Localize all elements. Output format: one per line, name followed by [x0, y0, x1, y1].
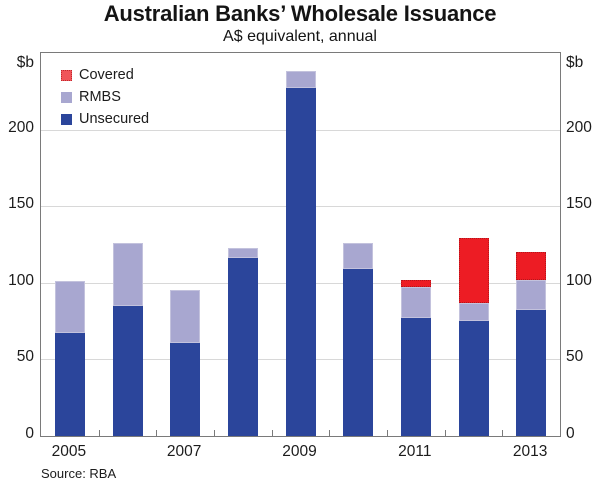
bar-segment-rmbs — [227, 247, 258, 259]
bar-segment-unsecured — [54, 333, 85, 436]
x-axis-tick — [502, 430, 504, 436]
bar-segment-unsecured — [400, 318, 431, 436]
bar-segment-rmbs — [170, 290, 201, 343]
y-axis-unit-right: $b — [566, 54, 584, 71]
bar-segment-rmbs — [516, 279, 547, 311]
bar-segment-rmbs — [112, 242, 143, 306]
y-axis-unit-left: $b — [16, 54, 34, 71]
y-tick-label-right: 150 — [566, 195, 592, 213]
y-tick-label-right: 200 — [566, 118, 592, 136]
y-tick-label-left: 200 — [8, 118, 34, 136]
plot-area: Covered RMBS Unsecured — [40, 52, 561, 437]
y-tick-label-right: 50 — [566, 348, 584, 366]
y-tick-label-left: 150 — [8, 195, 34, 213]
legend-item-rmbs: RMBS — [61, 86, 149, 108]
legend-label-rmbs: RMBS — [79, 89, 121, 105]
bar-segment-unsecured — [285, 88, 316, 436]
chart-subtitle: A$ equivalent, annual — [223, 28, 377, 45]
legend: Covered RMBS Unsecured — [61, 64, 149, 130]
x-tick-label: 2011 — [398, 443, 432, 460]
bar-segment-rmbs — [285, 71, 316, 89]
x-axis-tick — [214, 430, 215, 436]
x-axis-tick — [387, 430, 388, 436]
y-tick-label-right: 0 — [566, 425, 575, 442]
bar-segment-covered — [458, 238, 489, 303]
bar-segment-covered — [516, 252, 547, 280]
legend-swatch-covered — [61, 69, 72, 81]
bar-segment-unsecured — [170, 342, 201, 436]
legend-item-unsecured: Unsecured — [61, 108, 149, 130]
x-axis-tick — [271, 430, 273, 436]
y-tick-label-right: 100 — [566, 271, 592, 289]
x-tick-label: 2007 — [166, 443, 202, 460]
bar-segment-rmbs — [400, 287, 431, 319]
y-tick-label-left: 50 — [16, 348, 34, 366]
bar-segment-rmbs — [458, 302, 489, 322]
legend-label-covered: Covered — [79, 67, 134, 83]
x-tick-label: 2005 — [51, 443, 87, 460]
legend-label-unsecured: Unsecured — [79, 111, 150, 127]
bar-segment-unsecured — [458, 321, 489, 436]
bar-segment-rmbs — [54, 281, 85, 334]
x-axis-tick — [329, 430, 331, 436]
bar-segment-rmbs — [343, 242, 374, 270]
bar-segment-unsecured — [343, 269, 374, 436]
bar-segment-unsecured — [112, 305, 143, 436]
x-tick-label: 2009 — [282, 443, 317, 460]
y-tick-label-left: 0 — [25, 425, 34, 442]
x-axis-tick — [444, 430, 446, 436]
legend-swatch-unsecured — [61, 113, 72, 125]
x-axis-tick — [156, 430, 158, 436]
chart-title: Australian Banks’ Wholesale Issuance — [103, 1, 497, 26]
x-axis-tick — [98, 430, 100, 436]
y-tick-label-left: 100 — [8, 271, 34, 289]
bar-segment-unsecured — [227, 258, 258, 436]
bar-segment-covered — [400, 279, 431, 288]
legend-item-covered: Covered — [61, 64, 149, 86]
source-note: Source: RBA — [41, 466, 117, 481]
x-tick-label: 2013 — [512, 443, 548, 460]
bar-segment-unsecured — [516, 310, 547, 436]
legend-swatch-rmbs — [61, 91, 72, 103]
